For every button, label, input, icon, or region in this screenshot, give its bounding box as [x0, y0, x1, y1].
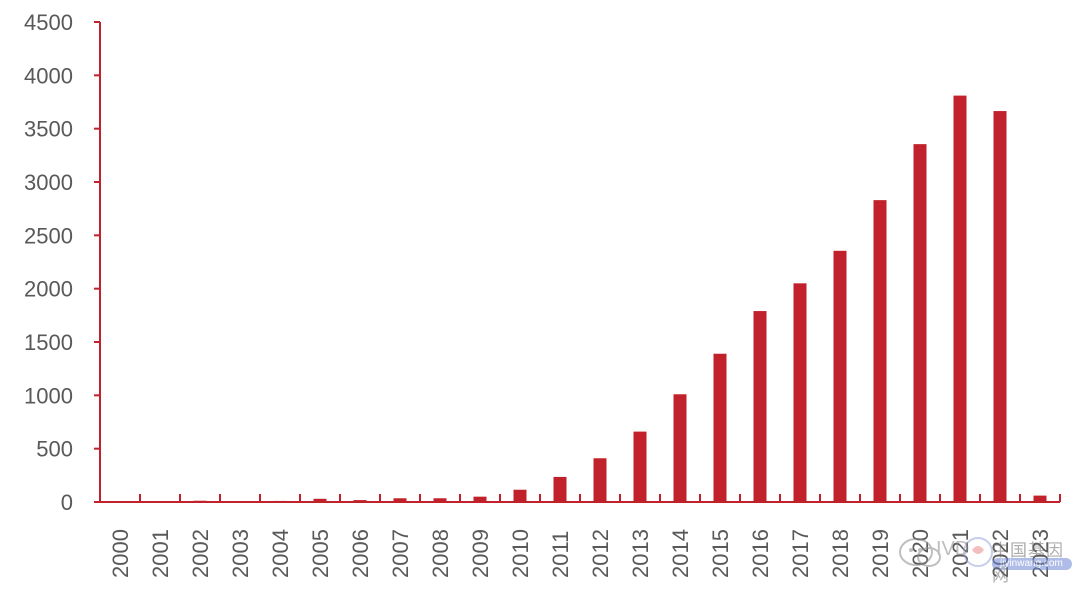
y-tick-label: 3000 [24, 170, 73, 195]
bar-2011 [553, 476, 567, 502]
x-tick-label-2009: 2009 [468, 529, 493, 578]
x-tick-label-2020: 2020 [908, 529, 933, 578]
y-tick-label: 1000 [24, 383, 73, 408]
bar-2014 [673, 394, 687, 502]
watermark-text: 中国基因网 [992, 541, 1064, 586]
bar-2023 [1033, 495, 1047, 502]
x-tick-label-2018: 2018 [828, 529, 853, 578]
x-tick-label-2010: 2010 [508, 529, 533, 578]
y-tick-label: 2000 [24, 277, 73, 302]
x-tick-label-2003: 2003 [228, 529, 253, 578]
x-tick-label-2006: 2006 [348, 529, 373, 578]
x-tick-label-2015: 2015 [708, 529, 733, 578]
bar-2019 [873, 200, 887, 502]
y-tick-label: 500 [36, 437, 73, 462]
x-tick-label-2017: 2017 [788, 529, 813, 578]
x-tick-label-2012: 2012 [588, 529, 613, 578]
x-tick-label-2014: 2014 [668, 529, 693, 578]
y-tick-label: 4500 [24, 10, 73, 35]
y-axis-ticks: 0 500 1000 1500 2000 2500 3000 3500 4000 4500 [24, 10, 100, 515]
watermark-logo-icon [899, 537, 1072, 570]
watermark-url: jiyinwang.com [1000, 558, 1063, 569]
y-tick-label: 2500 [24, 223, 73, 248]
x-tick-label-2007: 2007 [388, 529, 413, 578]
x-tick-label-2019: 2019 [868, 529, 893, 578]
bar-2015 [713, 353, 727, 502]
y-tick-label: 0 [61, 490, 73, 515]
bar-2021 [953, 95, 967, 502]
bar-2009 [473, 496, 487, 502]
bar-2013 [633, 431, 647, 502]
bar-2005 [313, 498, 327, 502]
watermark-brand: IVD [936, 538, 970, 560]
y-tick-label: 3500 [24, 117, 73, 142]
bar-2017 [793, 283, 807, 502]
bar-2012 [593, 458, 607, 502]
bar-2007 [393, 498, 407, 502]
watermark: IVD 中国基因网 jiyinwang.com [896, 530, 1076, 586]
bar-2010 [513, 489, 527, 502]
x-tick-label-2005: 2005 [308, 529, 333, 578]
x-tick-label-2011: 2011 [548, 531, 573, 578]
x-tick-label-2000: 2000 [108, 529, 133, 578]
bar-2018 [833, 250, 847, 502]
x-tick-label-2002: 2002 [188, 529, 213, 578]
x-tick-label-2008: 2008 [428, 529, 453, 578]
bar-2020 [913, 144, 927, 502]
x-tick-label-2013: 2013 [628, 529, 653, 578]
x-tick-label-2021: 2021 [948, 529, 973, 578]
x-tick-label-2001: 2001 [148, 529, 173, 578]
bar-2022 [993, 111, 1007, 503]
x-tick-label-2004: 2004 [268, 529, 293, 578]
y-tick-label: 4000 [24, 63, 73, 88]
bars [113, 95, 1047, 503]
bar-2008 [433, 498, 447, 502]
x-tick-label-2016: 2016 [748, 529, 773, 578]
y-tick-label: 1500 [24, 330, 73, 355]
bar-2016 [753, 311, 767, 502]
